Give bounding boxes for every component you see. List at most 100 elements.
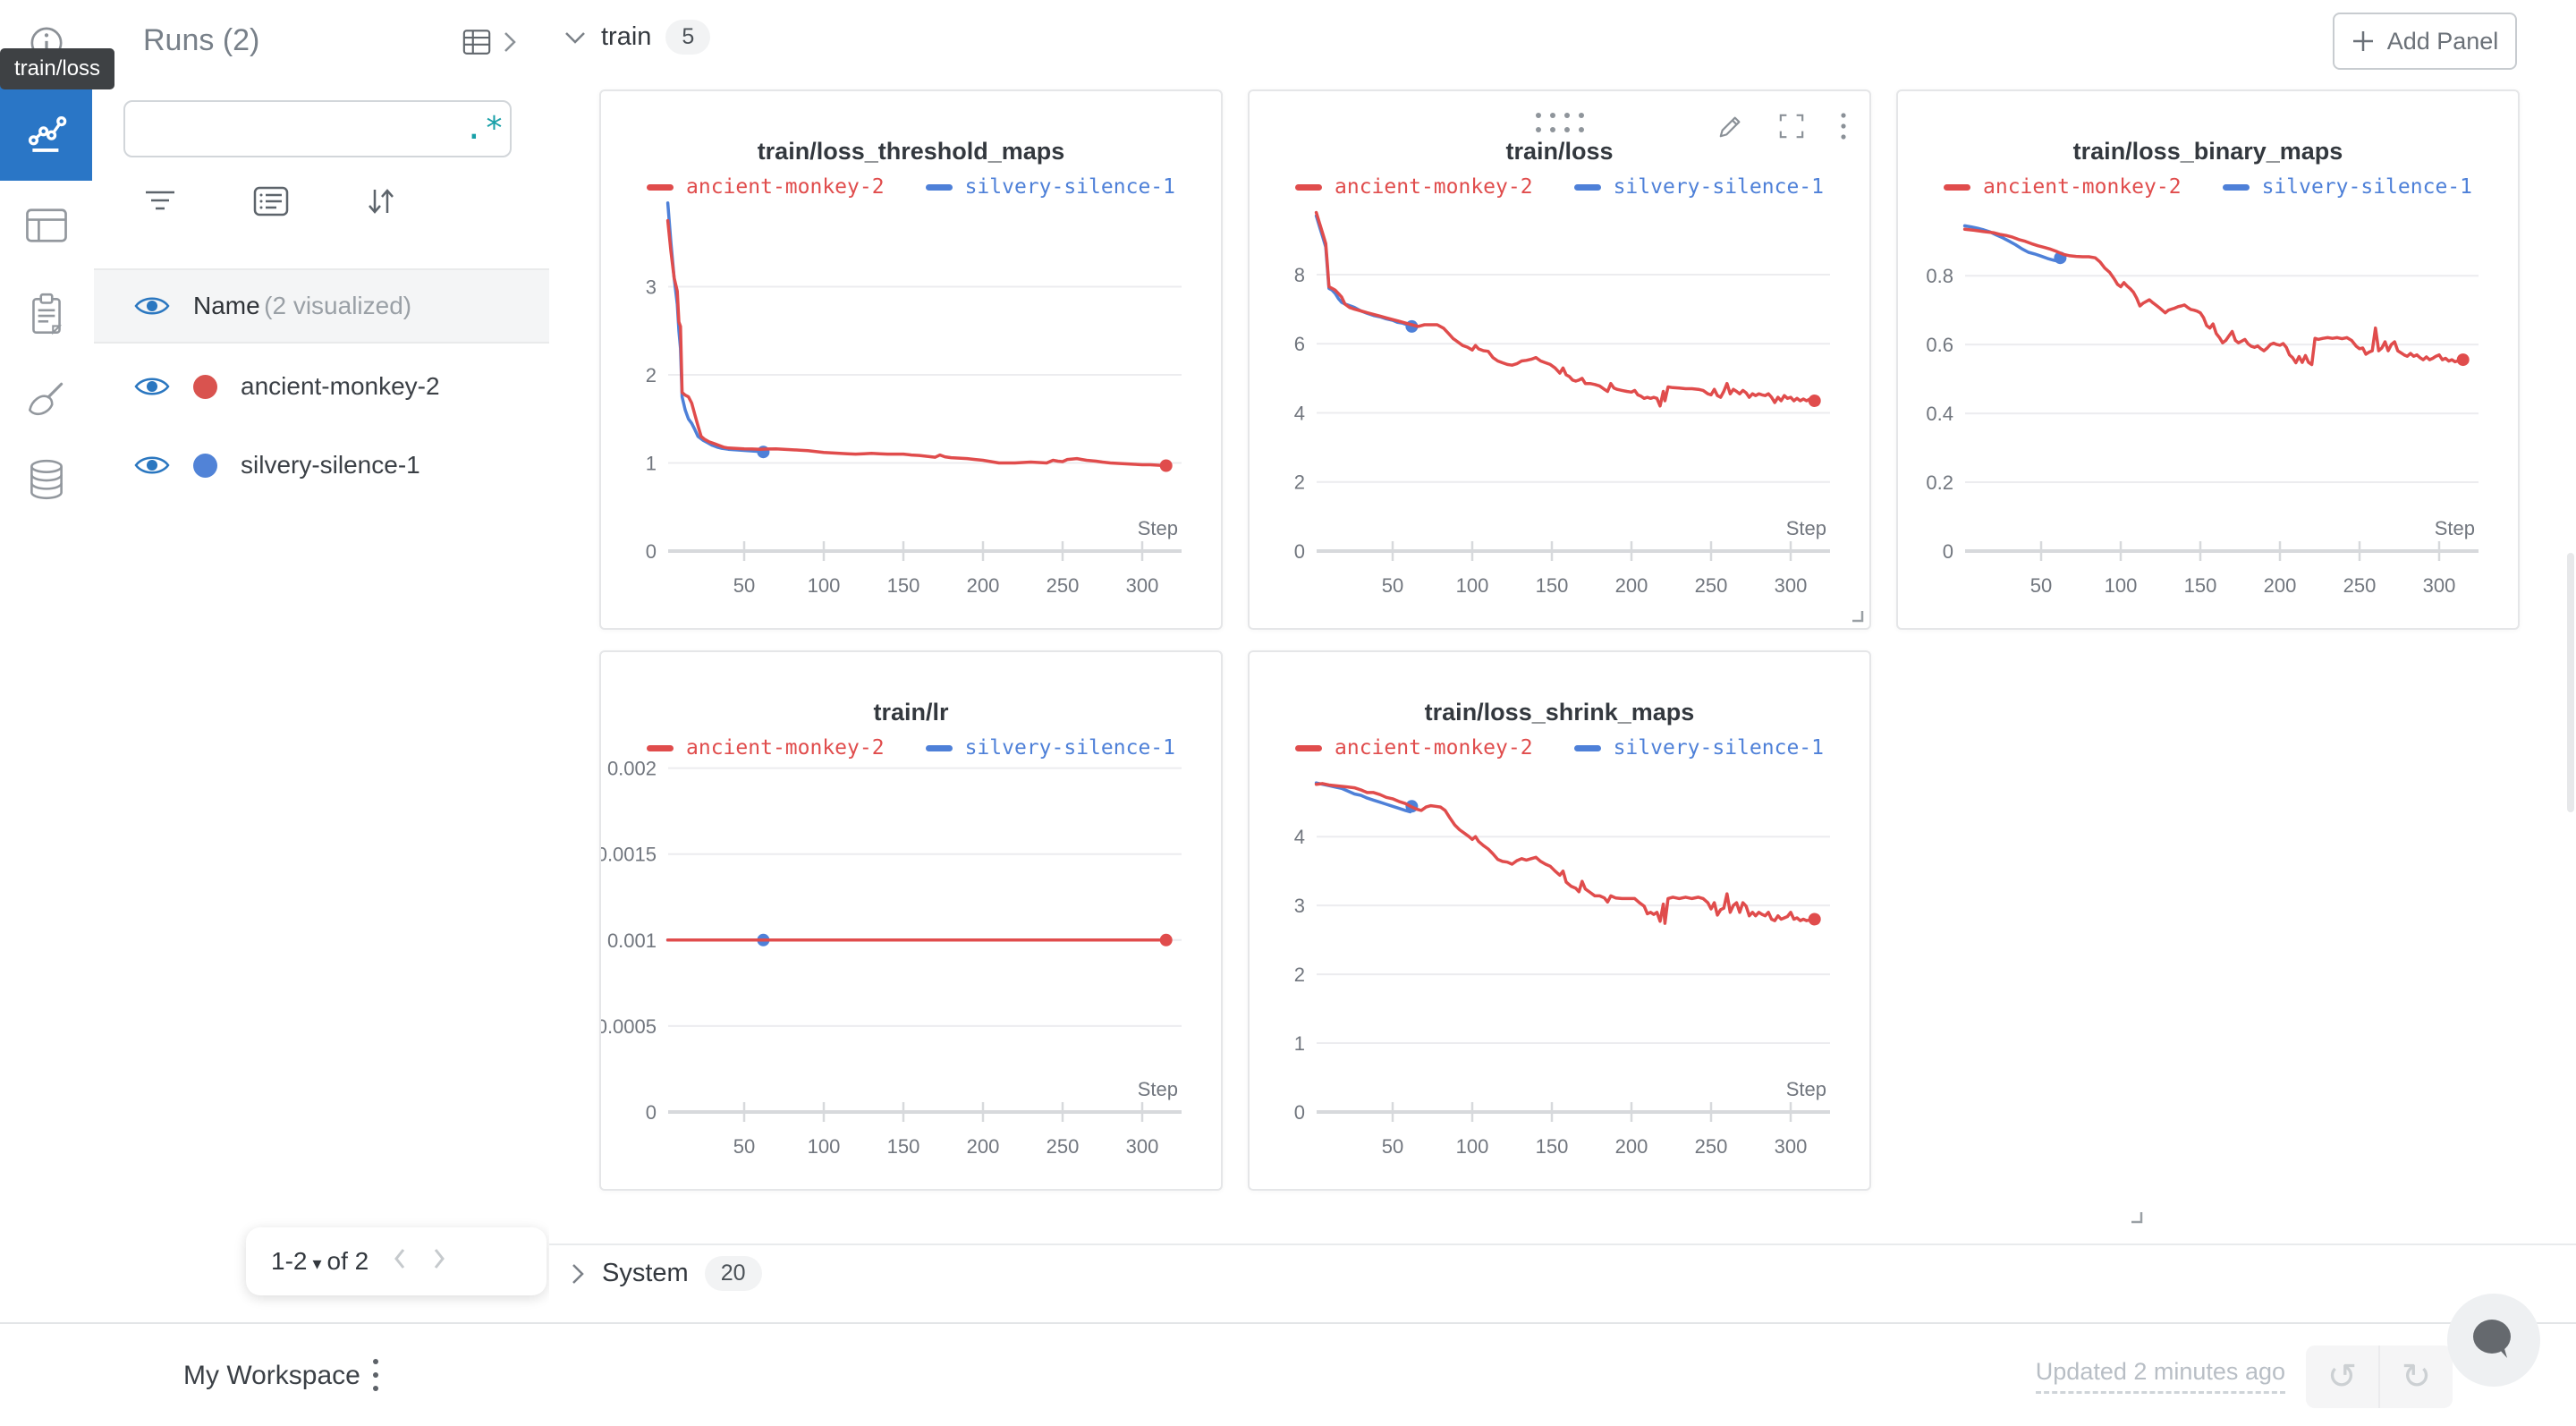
chart-title: train/loss_binary_maps	[2072, 138, 2343, 165]
legend-line-swatch	[1295, 183, 1323, 191]
run-color-dot[interactable]	[193, 453, 217, 478]
rail-item-workspace-charts[interactable]	[0, 85, 92, 181]
bottom-bar: My Workspace Updated 2 minutes ago ↺ ↻	[0, 1322, 2576, 1426]
svg-text:1: 1	[1294, 1032, 1305, 1055]
main-scrollbar-thumb[interactable]	[2567, 553, 2574, 812]
svg-text:200: 200	[2264, 574, 2297, 597]
rail-item-runs-table[interactable]	[0, 181, 92, 270]
legend-item[interactable]: ancient-monkey-2	[1295, 175, 1533, 199]
run-row[interactable]: silvery-silence-1	[94, 433, 549, 497]
panel-drag-handle-icon[interactable]	[1535, 113, 1584, 132]
updated-timestamp[interactable]: Updated 2 minutes ago	[2035, 1358, 2285, 1394]
svg-text:2: 2	[1294, 963, 1305, 986]
pagination-range[interactable]: 1-2	[271, 1247, 308, 1275]
run-row[interactable]: ancient-monkey-2	[94, 354, 549, 419]
legend-item[interactable]: ancient-monkey-2	[1944, 175, 2182, 199]
rail-item-logs[interactable]	[0, 270, 92, 360]
svg-text:8: 8	[1294, 264, 1305, 286]
chart-panel-lr[interactable]: 0 0.0005 0.001 0.0015 0.002 50 100 150 200 250 300…	[599, 650, 1223, 1191]
svg-text:50: 50	[1382, 1135, 1403, 1158]
visibility-eye-icon[interactable]	[134, 293, 170, 318]
train-section-header[interactable]: train 5	[564, 20, 711, 55]
rail-item-artifacts[interactable]	[0, 435, 92, 524]
svg-text:2: 2	[646, 364, 657, 386]
workspace-title[interactable]: My Workspace	[183, 1361, 360, 1390]
legend-item[interactable]: silvery-silence-1	[925, 736, 1175, 760]
undo-button[interactable]: ↺	[2326, 1357, 2358, 1396]
list-settings-icon[interactable]	[253, 186, 289, 216]
section-resize-handle-icon[interactable]	[2129, 1210, 2143, 1224]
svg-text:2: 2	[1294, 471, 1305, 494]
chart-panel-loss-threshold-maps[interactable]: 0 1 2 3 50 100 150 200 250 300 Step train/loss_thr…	[599, 89, 1223, 630]
sort-icon[interactable]	[365, 186, 397, 216]
redo-button[interactable]: ↻	[2401, 1357, 2432, 1396]
chart-plot[interactable]: 0 2 4 6 8 50 100 150 200 250 300 Step	[1250, 91, 1869, 628]
left-nav-rail	[0, 0, 96, 1322]
legend-item[interactable]: silvery-silence-1	[1573, 175, 1824, 199]
legend-item[interactable]: silvery-silence-1	[925, 175, 1175, 199]
panel-resize-handle-icon[interactable]	[1850, 608, 1864, 623]
legend-item[interactable]: ancient-monkey-2	[1295, 736, 1533, 760]
chevron-right-icon	[572, 1263, 584, 1284]
svg-text:50: 50	[733, 1135, 755, 1158]
chart-plot[interactable]: 0 0.0005 0.001 0.0015 0.002 50 100 150 200 250 300…	[601, 652, 1221, 1189]
svg-text:0.8: 0.8	[1926, 265, 1953, 287]
svg-text:4: 4	[1294, 826, 1305, 848]
kebab-menu-icon[interactable]	[1839, 111, 1848, 141]
train-section-count: 5	[665, 20, 711, 55]
svg-text:150: 150	[887, 574, 920, 597]
chart-panel-loss[interactable]: 0 2 4 6 8 50 100 150 200 250 300 Step train/loss an…	[1248, 89, 1871, 630]
chart-panel-loss-shrink-maps[interactable]: 0 1 2 3 4 50 100 150 200 250 300 Step train/loss_sh…	[1248, 650, 1871, 1191]
svg-text:3: 3	[1294, 895, 1305, 917]
filter-icon[interactable]	[143, 187, 177, 216]
svg-text:200: 200	[967, 1135, 1000, 1158]
svg-text:0: 0	[646, 1101, 657, 1124]
regex-toggle-button[interactable]: .*	[464, 110, 505, 147]
legend-item[interactable]: ancient-monkey-2	[647, 736, 885, 760]
svg-text:300: 300	[1775, 574, 1808, 597]
svg-text:200: 200	[1615, 574, 1648, 597]
edit-pencil-icon[interactable]	[1717, 113, 1744, 140]
svg-text:Step: Step	[1138, 1078, 1178, 1100]
support-chat-button[interactable]	[2447, 1294, 2540, 1387]
svg-text:250: 250	[1046, 1135, 1080, 1158]
chevron-right-icon	[504, 32, 516, 52]
legend-item[interactable]: ancient-monkey-2	[647, 175, 885, 199]
run-color-dot[interactable]	[193, 374, 217, 399]
run-name[interactable]: ancient-monkey-2	[241, 372, 440, 400]
pagination-next-button[interactable]	[431, 1247, 447, 1277]
pagination-prev-button[interactable]	[392, 1247, 408, 1277]
pagination-caret-icon[interactable]: ▾	[312, 1253, 322, 1274]
panel-tooltip: train/loss	[0, 48, 115, 89]
legend-item[interactable]: silvery-silence-1	[2222, 175, 2472, 199]
run-name[interactable]: silvery-silence-1	[241, 451, 420, 479]
search-input[interactable]	[150, 114, 453, 144]
line-chart-icon	[28, 115, 66, 152]
legend-line-swatch	[1573, 744, 1601, 751]
svg-text:50: 50	[733, 574, 755, 597]
run-group-header[interactable]: Name (2 visualized)	[94, 268, 549, 344]
workspace-menu-kebab-icon[interactable]	[371, 1356, 380, 1394]
legend-line-swatch	[925, 183, 953, 191]
add-panel-button[interactable]: Add Panel	[2333, 13, 2517, 70]
system-section-label: System	[602, 1259, 689, 1287]
svg-text:Step: Step	[1786, 1078, 1826, 1100]
svg-text:0.001: 0.001	[607, 929, 657, 952]
runs-table-icon	[462, 30, 491, 55]
rail-item-sweeps[interactable]	[0, 356, 92, 446]
system-section-header[interactable]: System 20	[570, 1256, 762, 1291]
chart-plot[interactable]: 0 1 2 3 4 50 100 150 200 250 300 Step	[1250, 652, 1869, 1189]
visibility-eye-icon[interactable]	[134, 374, 170, 399]
open-runs-table-button[interactable]	[460, 27, 519, 57]
svg-text:0.0015: 0.0015	[601, 844, 657, 866]
legend-line-swatch	[1573, 183, 1601, 191]
chart-panel-loss-binary-maps[interactable]: 0 0.2 0.4 0.6 0.8 50 100 150 200 250 300 Step train…	[1896, 89, 2520, 630]
chart-plot[interactable]: 0 0.2 0.4 0.6 0.8 50 100 150 200 250 300 Step	[1898, 91, 2518, 628]
svg-text:150: 150	[1536, 1135, 1569, 1158]
legend-item[interactable]: silvery-silence-1	[1573, 736, 1824, 760]
visibility-eye-icon[interactable]	[134, 453, 170, 478]
fullscreen-icon[interactable]	[1778, 113, 1805, 140]
chart-legend: ancient-monkey-2 silvery-silence-1	[601, 736, 1221, 760]
chart-plot[interactable]: 0 1 2 3 50 100 150 200 250 300 Step	[601, 91, 1221, 628]
